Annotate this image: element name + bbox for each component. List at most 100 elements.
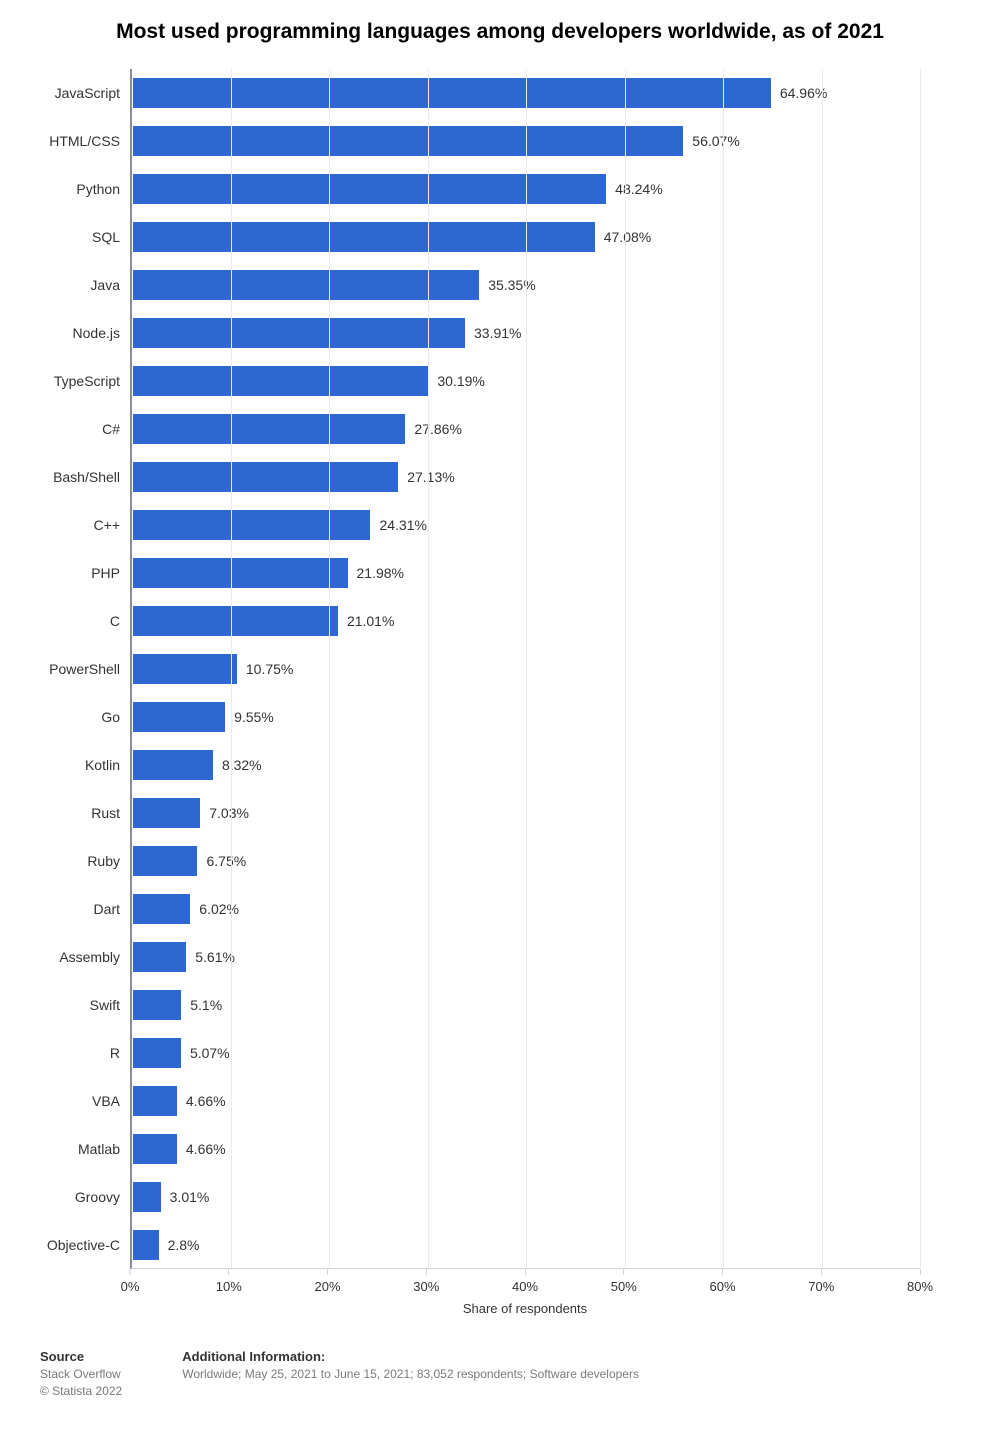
- bar: [132, 1085, 178, 1117]
- tick-mark: [821, 1269, 822, 1275]
- x-tick-label: 40%: [512, 1279, 538, 1294]
- grid-line: [723, 69, 724, 1268]
- info-text: Worldwide; May 25, 2021 to June 15, 2021…: [182, 1366, 639, 1383]
- source-heading: Source: [40, 1349, 122, 1364]
- bar-value-label: 9.55%: [226, 701, 274, 733]
- tick-mark: [327, 1269, 328, 1275]
- chart-container: Most used programming languages among de…: [0, 0, 1000, 1420]
- chart-footer: Source Stack Overflow © Statista 2022 Ad…: [20, 1349, 980, 1400]
- bar-value-label: 4.66%: [178, 1133, 226, 1165]
- tick-mark: [920, 1269, 921, 1275]
- bar: [132, 605, 339, 637]
- y-axis-label: Matlab: [20, 1133, 125, 1165]
- bar: [132, 653, 238, 685]
- bar: [132, 797, 201, 829]
- x-tick-label: 80%: [907, 1279, 933, 1294]
- bar-value-label: 24.31%: [371, 509, 426, 541]
- bar-value-label: 30.19%: [429, 365, 484, 397]
- bar: [132, 173, 607, 205]
- bar: [132, 845, 198, 877]
- bar: [132, 365, 429, 397]
- x-tick: 60%: [709, 1269, 735, 1294]
- grid-line: [329, 69, 330, 1268]
- y-axis-label: Swift: [20, 989, 125, 1021]
- y-axis-label: Python: [20, 173, 125, 205]
- bar: [132, 77, 772, 109]
- y-axis-label: Java: [20, 269, 125, 301]
- bar: [132, 1037, 182, 1069]
- x-tick-label: 30%: [413, 1279, 439, 1294]
- y-axis-label: Rust: [20, 797, 125, 829]
- x-axis-title: Share of respondents: [130, 1301, 920, 1316]
- grid-line: [822, 69, 823, 1268]
- x-tick-label: 70%: [808, 1279, 834, 1294]
- bar-value-label: 10.75%: [238, 653, 293, 685]
- grid-line: [231, 69, 232, 1268]
- x-tick: 10%: [216, 1269, 242, 1294]
- tick-mark: [129, 1269, 130, 1275]
- x-tick: 30%: [413, 1269, 439, 1294]
- plot-area: 64.96%56.07%48.24%47.08%35.35%33.91%30.1…: [130, 69, 920, 1269]
- tick-mark: [228, 1269, 229, 1275]
- bar-value-label: 6.75%: [198, 845, 246, 877]
- y-axis-label: Go: [20, 701, 125, 733]
- tick-mark: [623, 1269, 624, 1275]
- y-axis-label: Ruby: [20, 845, 125, 877]
- y-axis-label: Dart: [20, 893, 125, 925]
- bar: [132, 1181, 162, 1213]
- bar-value-label: 7.03%: [201, 797, 249, 829]
- bar: [132, 1229, 160, 1261]
- y-axis-label: HTML/CSS: [20, 125, 125, 157]
- bar-value-label: 5.61%: [187, 941, 235, 973]
- bar: [132, 509, 371, 541]
- grid-line: [625, 69, 626, 1268]
- chart-area: 64.96%56.07%48.24%47.08%35.35%33.91%30.1…: [20, 69, 980, 1329]
- x-tick: 40%: [512, 1269, 538, 1294]
- y-axis-label: Kotlin: [20, 749, 125, 781]
- source-block: Source Stack Overflow © Statista 2022: [40, 1349, 122, 1400]
- y-axis-label: PowerShell: [20, 653, 125, 685]
- x-tick-label: 20%: [314, 1279, 340, 1294]
- x-axis-ticks: 0%10%20%30%40%50%60%70%80%: [130, 1269, 920, 1299]
- grid-line: [428, 69, 429, 1268]
- grid-line: [526, 69, 527, 1268]
- y-axis-label: C: [20, 605, 125, 637]
- y-axis-label: PHP: [20, 557, 125, 589]
- bar-value-label: 47.08%: [596, 221, 651, 253]
- y-axis-label: Assembly: [20, 941, 125, 973]
- bar-value-label: 5.07%: [182, 1037, 230, 1069]
- bar-value-label: 56.07%: [684, 125, 739, 157]
- bar-value-label: 35.35%: [480, 269, 535, 301]
- y-axis-label: VBA: [20, 1085, 125, 1117]
- x-tick-label: 10%: [216, 1279, 242, 1294]
- bar: [132, 413, 406, 445]
- y-axis-label: C++: [20, 509, 125, 541]
- y-axis-label: C#: [20, 413, 125, 445]
- bar-value-label: 6.02%: [191, 893, 239, 925]
- tick-mark: [525, 1269, 526, 1275]
- bar: [132, 989, 182, 1021]
- tick-mark: [722, 1269, 723, 1275]
- bar: [132, 461, 399, 493]
- x-tick-label: 0%: [121, 1279, 140, 1294]
- y-axis-label: TypeScript: [20, 365, 125, 397]
- bar: [132, 1133, 178, 1165]
- y-axis-label: SQL: [20, 221, 125, 253]
- bar: [132, 557, 349, 589]
- x-tick: 0%: [121, 1269, 140, 1294]
- bar: [132, 125, 684, 157]
- bar: [132, 749, 214, 781]
- bar-value-label: 8.32%: [214, 749, 262, 781]
- bar-value-label: 5.1%: [182, 989, 222, 1021]
- copyright: © Statista 2022: [40, 1383, 122, 1400]
- bar-value-label: 3.01%: [162, 1181, 210, 1213]
- bar: [132, 941, 187, 973]
- bar-value-label: 4.66%: [178, 1085, 226, 1117]
- x-tick-label: 60%: [709, 1279, 735, 1294]
- y-axis-label: Node.js: [20, 317, 125, 349]
- bar-value-label: 21.01%: [339, 605, 394, 637]
- y-axis-label: JavaScript: [20, 77, 125, 109]
- bar-value-label: 48.24%: [607, 173, 662, 205]
- bar-value-label: 64.96%: [772, 77, 827, 109]
- x-tick: 50%: [611, 1269, 637, 1294]
